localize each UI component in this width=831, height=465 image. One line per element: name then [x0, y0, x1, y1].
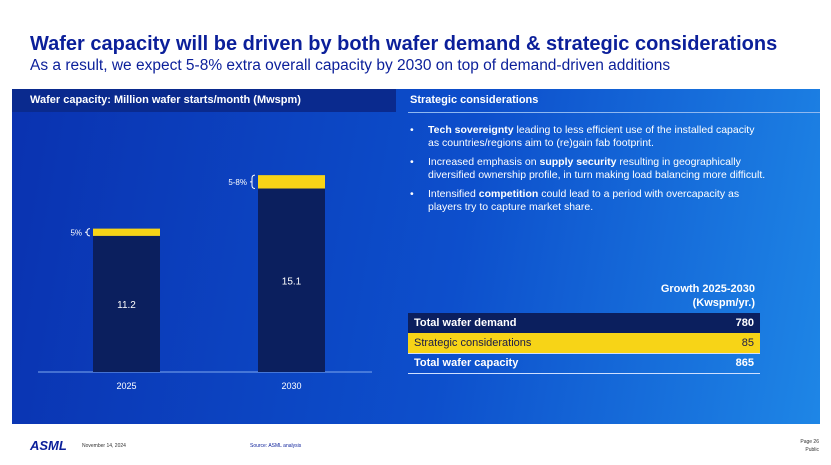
date: November 14, 2024: [82, 443, 126, 449]
bullet: Intensified competition could lead to a …: [408, 188, 768, 213]
row-value: 865: [735, 357, 754, 369]
chart-title: Wafer capacity: Million wafer starts/mon…: [30, 94, 301, 106]
logo: ASML: [30, 438, 67, 453]
bullet: Tech sovereignty leading to less efficie…: [408, 124, 768, 149]
title: Wafer capacity will be driven by both wa…: [30, 33, 778, 55]
strategic-title: Strategic considerations: [410, 94, 539, 106]
value-label: 11.2: [117, 300, 136, 311]
bullet-text: resulting in geographically diversified …: [428, 156, 766, 181]
bullet-text: Increased emphasis on: [428, 156, 540, 168]
bullet-text: Tech sovereignty: [428, 124, 514, 136]
brace: [250, 174, 256, 190]
x-tick-label: 2030: [281, 381, 301, 391]
chart-header: [12, 89, 396, 112]
page-number: Page 26: [800, 439, 819, 445]
source: Source: ASML analysis: [250, 443, 302, 449]
bar-segment: [93, 228, 160, 236]
bar-segment: [258, 175, 325, 189]
value-label: 15.1: [282, 276, 302, 287]
row-label: Total wafer demand: [414, 317, 517, 329]
table-row: Strategic considerations 85: [408, 333, 760, 353]
bar-segment: [93, 235, 160, 372]
bullet: Increased emphasis on supply security re…: [408, 156, 768, 181]
bullet-list: Tech sovereignty leading to less efficie…: [408, 124, 768, 220]
bullet-text: competition: [478, 188, 539, 200]
row-label: Total wafer capacity: [414, 357, 519, 369]
bullet-text: leading to less efficient use of the ins…: [428, 124, 755, 149]
bar-segment: [258, 188, 325, 372]
table-header-line: Growth 2025-2030: [660, 283, 755, 295]
bullet-text: Intensified: [428, 188, 479, 200]
table-header-line: (Kwspm/yr.): [692, 297, 755, 309]
annotation: 5%: [70, 228, 82, 237]
table-row: Total wafer capacity 865: [408, 353, 760, 374]
row-label: Strategic considerations: [414, 337, 532, 349]
subtitle: As a result, we expect 5-8% extra overal…: [30, 57, 671, 74]
annotation: 5-8%: [228, 178, 247, 187]
row-value: 780: [735, 317, 754, 329]
classification: Public: [805, 447, 819, 453]
table-row: Total wafer demand 780: [408, 313, 760, 333]
table-header: Growth 2025-2030 (Kwspm/yr.): [560, 282, 755, 310]
bullet-text: could lead to a period with overcapacity…: [428, 188, 740, 213]
x-tick-label: 2025: [116, 381, 136, 391]
bullet-text: supply security: [539, 156, 617, 168]
brace: [85, 228, 91, 237]
row-value: 85: [741, 337, 754, 349]
divider: [408, 112, 820, 113]
